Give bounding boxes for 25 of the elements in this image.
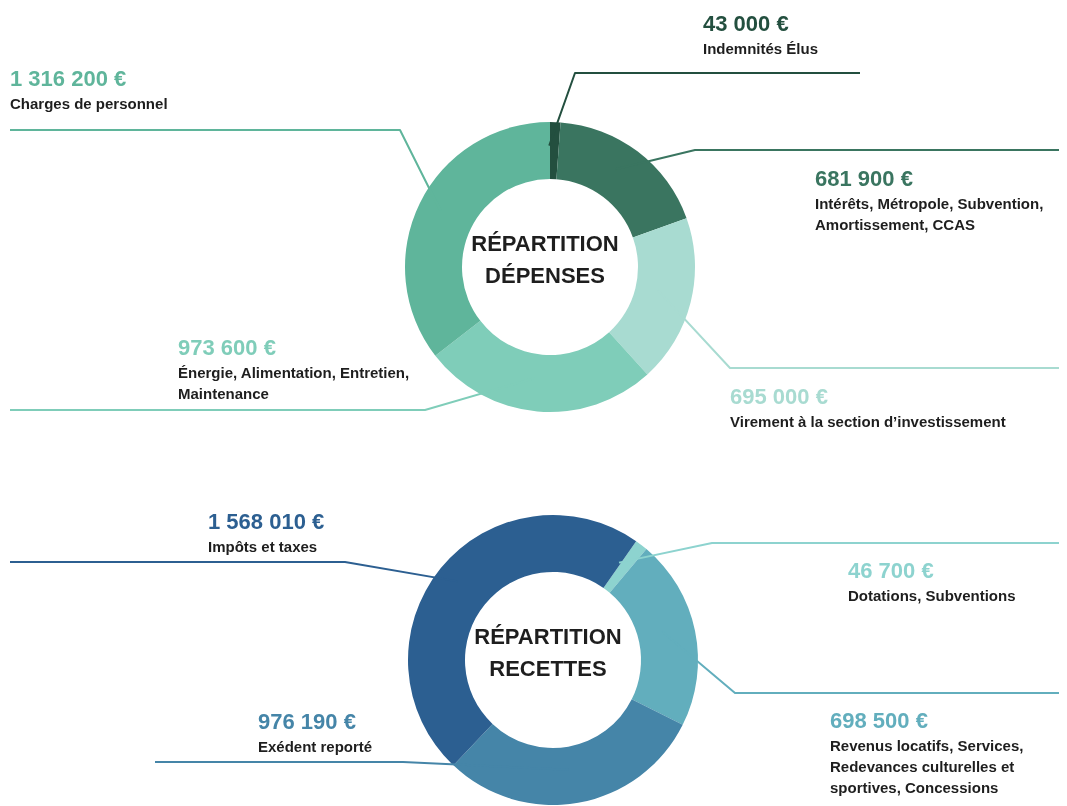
- data-label: 46 700 €: [848, 557, 935, 585]
- slice-label: Exédent reporté: [258, 737, 374, 757]
- data-label: 681 900 €: [815, 165, 914, 193]
- data-label: 976 190 €: [258, 708, 357, 736]
- slice-label: Impôts et taxes: [208, 537, 319, 557]
- data-label: 43 000 €: [703, 10, 790, 38]
- slice-label: Dotations, Subventions: [848, 586, 1017, 606]
- data-label: 695 000 €: [730, 383, 829, 411]
- donut-slice: [603, 541, 647, 593]
- text: RÉPARTITION RECETTES: [473, 623, 623, 683]
- slice-label: Intérêts, Métropole, Subvention, Amortissement, CCAS: [815, 194, 1045, 235]
- slice-label: Virement à la section d’investissement: [730, 412, 1007, 432]
- data-label: 698 500 €: [830, 707, 929, 735]
- data-label: 1 568 010 €: [208, 508, 326, 536]
- slice-label: Indemnités Élus: [703, 39, 820, 59]
- data-label: 1 316 200 €: [10, 65, 128, 93]
- slice-label: Revenus locatifs, Services, Redevances culturelles et sportives, Concessions: [830, 736, 1025, 798]
- donut-slice: [408, 515, 637, 766]
- donut-slice: [435, 320, 648, 412]
- slice-label: Charges de personnel: [10, 94, 169, 114]
- text: RÉPARTITION DÉPENSES: [470, 230, 620, 290]
- donut-slice: [550, 122, 561, 180]
- slice-label: Énergie, Alimentation, Entretien, Maintenance: [178, 363, 411, 404]
- data-label: 973 600 €: [178, 334, 277, 362]
- donut-slice: [453, 699, 683, 805]
